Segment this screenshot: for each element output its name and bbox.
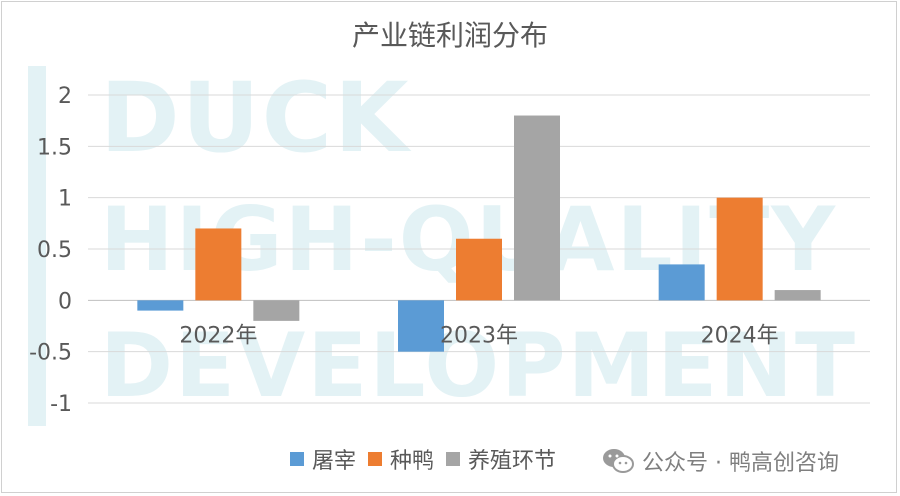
legend: 屠宰 种鸭 养殖环节 bbox=[290, 443, 568, 475]
bar bbox=[253, 300, 300, 321]
y-tick-label: 0 bbox=[58, 289, 72, 314]
bar bbox=[398, 300, 444, 352]
y-tick-label: -0.5 bbox=[29, 341, 72, 366]
bar bbox=[137, 300, 184, 311]
legend-item-2: 养殖环节 bbox=[446, 443, 556, 475]
y-tick-label: 0.5 bbox=[37, 238, 72, 263]
watermark-line-1: DUCK bbox=[100, 62, 411, 174]
x-tick-label: 2022年 bbox=[179, 323, 257, 348]
legend-swatch-0 bbox=[290, 452, 304, 466]
x-tick-label: 2023年 bbox=[440, 323, 518, 348]
bar bbox=[514, 115, 560, 301]
bar bbox=[195, 228, 242, 301]
legend-item-1: 种鸭 bbox=[368, 443, 434, 475]
legend-label-1: 种鸭 bbox=[390, 449, 435, 474]
legend-label-0: 屠宰 bbox=[312, 449, 357, 474]
bar bbox=[658, 264, 705, 301]
legend-item-0: 屠宰 bbox=[290, 443, 356, 475]
chart-title: 产业链利润分布 bbox=[351, 19, 548, 52]
bar bbox=[716, 197, 763, 301]
watermark-bar bbox=[28, 66, 46, 426]
y-tick-label: -1 bbox=[50, 392, 72, 417]
footer-brand: 公众号 · 鸭高创咨询 bbox=[602, 445, 839, 477]
y-tick-label: 1 bbox=[58, 187, 72, 212]
bar bbox=[456, 238, 502, 301]
watermark-line-3: DEVELOPMENT bbox=[100, 314, 857, 417]
x-tick-label: 2024年 bbox=[701, 323, 779, 348]
bar bbox=[774, 290, 821, 301]
y-tick-label: 2 bbox=[58, 84, 72, 109]
legend-swatch-1 bbox=[368, 452, 383, 466]
wechat-icon bbox=[603, 449, 634, 473]
legend-swatch-2 bbox=[446, 452, 461, 466]
legend-label-2: 养殖环节 bbox=[468, 449, 557, 474]
footer-brand-text: 公众号 · 鸭高创咨询 bbox=[642, 451, 839, 476]
y-tick-label: 1.5 bbox=[37, 135, 72, 160]
